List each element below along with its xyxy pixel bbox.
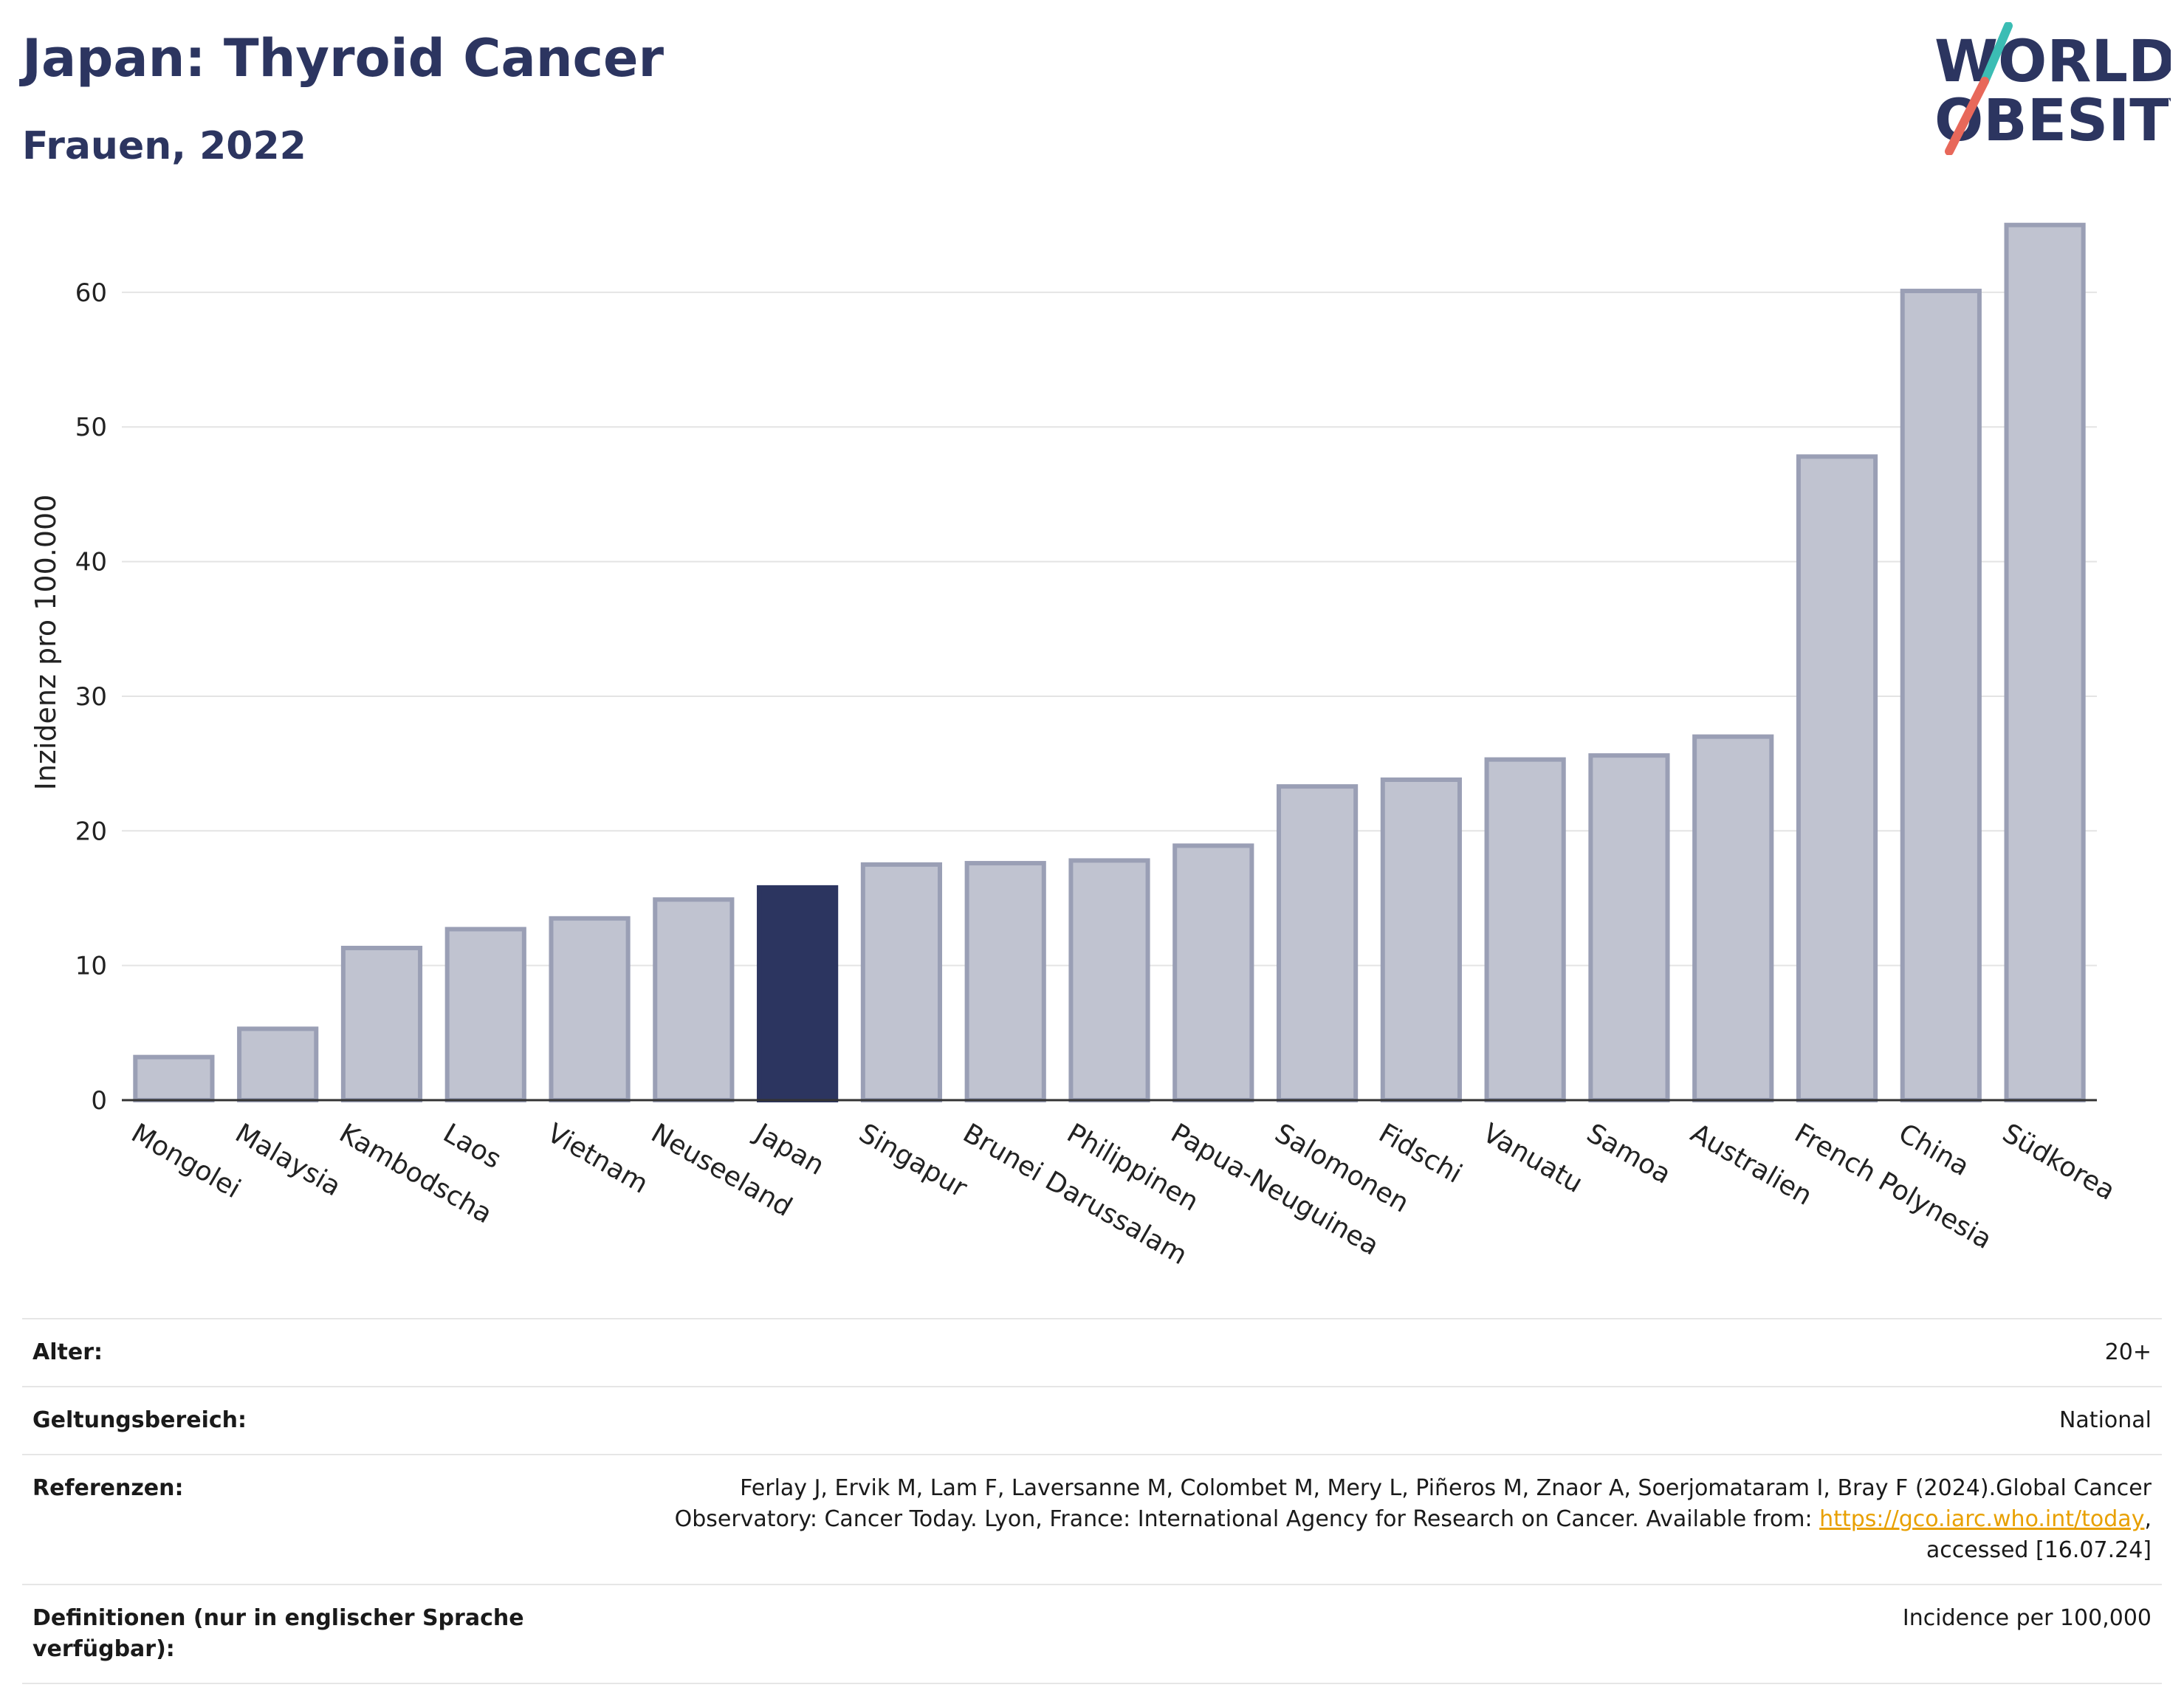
y-tick-label: 10 xyxy=(75,952,107,981)
bars xyxy=(135,225,2083,1100)
meta-row-references: Referenzen: Ferlay J, Ervik M, Lam F, La… xyxy=(22,1454,2162,1584)
meta-row-age: Alter: 20+ xyxy=(22,1318,2162,1386)
definitions-label: Definitionen (nur in englischer Sprache … xyxy=(32,1603,564,1665)
references-link[interactable]: https://gco.iarc.who.int/today xyxy=(1819,1506,2144,1532)
y-tick-label: 50 xyxy=(75,413,107,442)
age-value: 20+ xyxy=(601,1337,2152,1368)
x-tick-label: Laos xyxy=(438,1118,506,1175)
bar-südkorea xyxy=(2007,225,2084,1100)
bar-japan xyxy=(759,888,836,1100)
x-tick-label: China xyxy=(1893,1118,1974,1182)
x-tick-label: Südkorea xyxy=(1997,1118,2120,1206)
x-tick-label: Malaysia xyxy=(230,1118,346,1202)
bar-malaysia xyxy=(239,1029,316,1100)
references-line2: Observatory: Cancer Today. Lyon, France:… xyxy=(601,1504,2152,1535)
references-line3: accessed [16.07.24] xyxy=(601,1535,2152,1566)
scope-label: Geltungsbereich: xyxy=(32,1405,564,1436)
y-axis-ticks: 0 10 20 30 40 50 60 xyxy=(75,278,107,1116)
x-tick-label: Japan xyxy=(749,1117,829,1181)
scope-value: National xyxy=(601,1405,2152,1436)
bar-brunei-darussalam xyxy=(967,863,1044,1100)
age-label: Alter: xyxy=(32,1337,564,1368)
bar-singapur xyxy=(863,865,940,1100)
bar-laos xyxy=(447,929,524,1100)
bar-mongolei xyxy=(135,1057,212,1100)
bar-salomonen xyxy=(1279,786,1356,1100)
bar-china xyxy=(1903,291,1979,1100)
y-tick-label: 30 xyxy=(75,682,107,712)
x-tick-label: Singapur xyxy=(854,1118,972,1204)
x-tick-label: Vietnam xyxy=(542,1118,653,1200)
bar-australien xyxy=(1694,737,1771,1100)
bar-french-polynesia xyxy=(1799,456,1875,1100)
metadata-table: Alter: 20+ Geltungsbereich: National Ref… xyxy=(22,1318,2162,1684)
references-label: Referenzen: xyxy=(32,1473,564,1566)
bar-fidschi xyxy=(1383,780,1460,1100)
x-tick-label: French Polynesia xyxy=(1790,1118,1997,1255)
bar-philippinen xyxy=(1071,860,1147,1100)
bar-vanuatu xyxy=(1487,760,1564,1100)
references-line1: Ferlay J, Ervik M, Lam F, Laversanne M, … xyxy=(601,1473,2152,1504)
y-tick-label: 60 xyxy=(75,278,107,308)
y-tick-label: 40 xyxy=(75,548,107,577)
bar-kambodscha xyxy=(343,948,420,1100)
y-tick-label: 0 xyxy=(91,1086,107,1116)
y-axis-label: Inzidenz pro 100.000 xyxy=(30,495,62,791)
bar-papua-neuguinea xyxy=(1175,845,1251,1100)
bar-neuseeland xyxy=(655,899,732,1100)
x-tick-label: Mongolei xyxy=(126,1118,246,1204)
meta-row-definitions: Definitionen (nur in englischer Sprache … xyxy=(22,1584,2162,1684)
x-tick-label: Samoa xyxy=(1582,1118,1676,1190)
definitions-value: Incidence per 100,000 xyxy=(601,1603,2152,1665)
bar-samoa xyxy=(1590,755,1667,1100)
x-tick-label: Vanuatu xyxy=(1477,1118,1587,1199)
meta-row-scope: Geltungsbereich: National xyxy=(22,1386,2162,1454)
y-tick-label: 20 xyxy=(75,817,107,846)
bar-vietnam xyxy=(551,919,628,1100)
references-value: Ferlay J, Ervik M, Lam F, Laversanne M, … xyxy=(601,1473,2152,1566)
